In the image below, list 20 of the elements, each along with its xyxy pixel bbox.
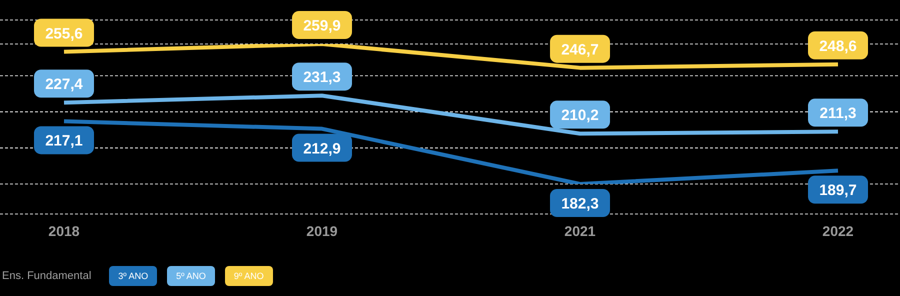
- text: 3º ANO: [109, 266, 158, 286]
- legend-title: Ens. Fundamental: [2, 270, 92, 282]
- data-label: 211,3: [820, 105, 856, 122]
- x-tick-label: 2018: [48, 222, 80, 239]
- data-label: 189,7: [819, 182, 857, 200]
- data-label: 217,1: [45, 132, 83, 150]
- text: 9º ANO: [224, 266, 273, 286]
- x-tick-label: 2019: [306, 222, 338, 239]
- data-label: 227,4: [45, 76, 84, 94]
- data-label: 210,2: [561, 107, 599, 124]
- data-label: 255,6: [45, 25, 83, 42]
- data-label: 231,3: [303, 69, 341, 86]
- x-tick-label: 2022: [822, 222, 854, 239]
- data-label: 212,9: [303, 140, 341, 158]
- x-tick-label: 2021: [564, 222, 596, 239]
- data-label: 246,7: [561, 41, 599, 58]
- text: 5º ANO: [167, 266, 215, 286]
- data-label: 182,3: [561, 196, 599, 212]
- data-label: 259,9: [303, 18, 341, 34]
- data-label: 248,6: [819, 38, 857, 55]
